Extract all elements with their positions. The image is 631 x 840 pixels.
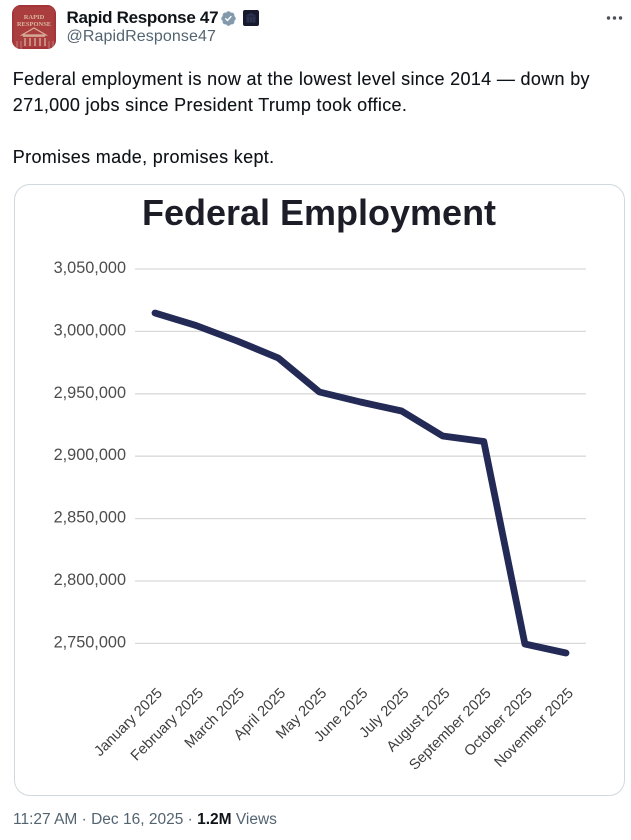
svg-text:2,950,000: 2,950,000: [54, 384, 126, 402]
svg-text:RAPID: RAPID: [24, 14, 45, 21]
svg-text:2,750,000: 2,750,000: [54, 633, 126, 651]
svg-text:Federal Employment: Federal Employment: [142, 192, 496, 233]
svg-text:2,800,000: 2,800,000: [54, 571, 126, 589]
svg-text:3,000,000: 3,000,000: [54, 321, 126, 339]
svg-text:February 2025: February 2025: [128, 686, 207, 765]
svg-text:2,900,000: 2,900,000: [54, 446, 126, 464]
svg-text:2,850,000: 2,850,000: [54, 509, 126, 527]
svg-text:3,050,000: 3,050,000: [54, 259, 126, 277]
svg-text:RESPONSE: RESPONSE: [17, 21, 51, 28]
